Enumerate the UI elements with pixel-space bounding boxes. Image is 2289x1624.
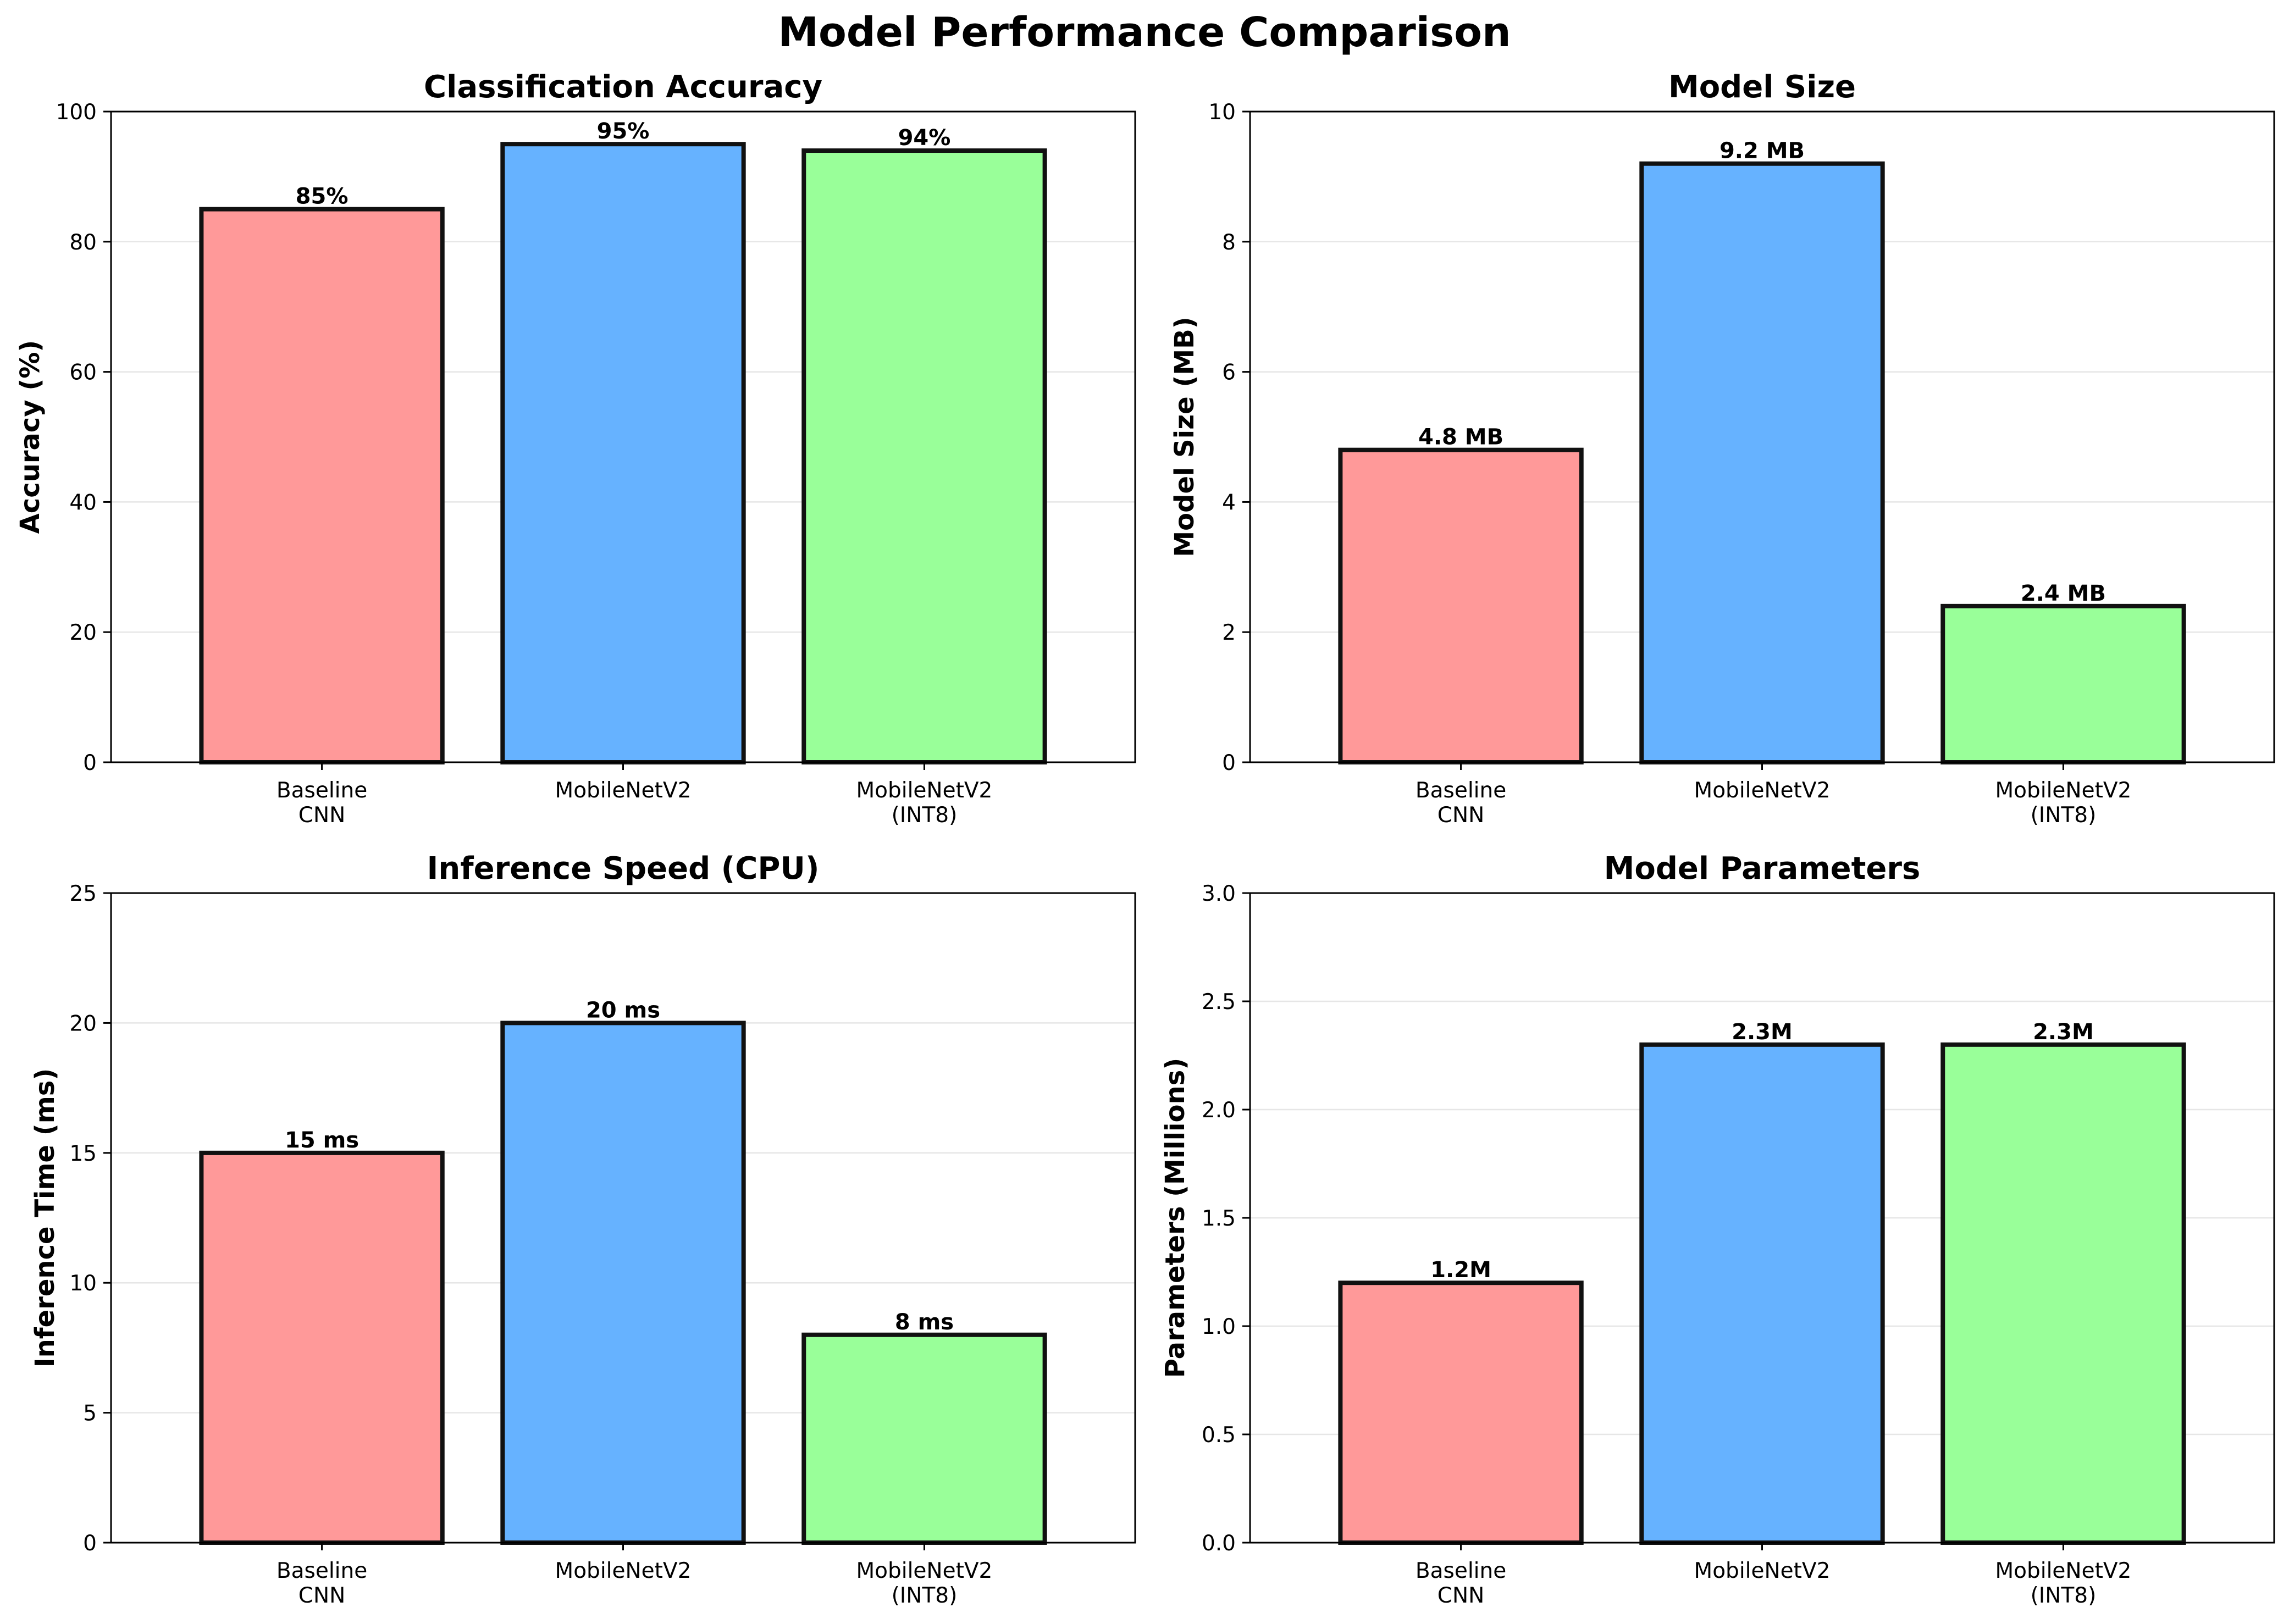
y-tick-label: 100 <box>56 100 97 125</box>
y-tick-label: 3.0 <box>1202 882 1236 906</box>
y-tick-label: 25 <box>69 882 97 906</box>
data-label: 2.3M <box>2033 1019 2094 1045</box>
y-tick-label: 80 <box>69 230 97 255</box>
y-tick-label: 40 <box>69 490 97 515</box>
y-axis-label: Model Size (MB) <box>1169 317 1200 557</box>
axes-frame <box>1249 110 2275 763</box>
bar <box>1940 1042 2186 1545</box>
y-tick-label: 1.0 <box>1202 1315 1236 1339</box>
x-tick-label: CNN <box>298 1583 346 1608</box>
data-label: 85% <box>296 184 349 209</box>
x-tick-label: MobileNetV2 <box>1694 1559 1831 1583</box>
data-label: 15 ms <box>285 1128 359 1153</box>
y-tick-label: 8 <box>1222 230 1236 255</box>
x-tick-label: Baseline <box>1416 778 1506 803</box>
data-label: 20 ms <box>586 997 660 1023</box>
y-tick-label: 0 <box>83 1531 97 1556</box>
axes-frame <box>110 892 1136 1544</box>
y-tick-label: 20 <box>69 1011 97 1036</box>
axes-frame <box>1249 892 2275 1544</box>
data-label: 9.2 MB <box>1719 138 1805 164</box>
bar <box>801 148 1047 764</box>
x-tick-label: (INT8) <box>2031 1583 2097 1608</box>
y-tick-label: 15 <box>69 1141 97 1166</box>
x-tick-label: Baseline <box>277 1559 367 1583</box>
y-axis-label: Accuracy (%) <box>15 340 46 534</box>
bar <box>1338 1281 1584 1545</box>
x-tick-label: CNN <box>298 803 346 828</box>
chart-title: Inference Speed (CPU) <box>427 851 820 886</box>
bar <box>1639 1042 1885 1545</box>
y-tick-label: 0 <box>83 751 97 775</box>
x-tick-label: MobileNetV2 <box>555 1559 692 1583</box>
x-tick-label: MobileNetV2 <box>856 778 992 803</box>
chart-title: Classification Accuracy <box>424 69 822 105</box>
x-tick-label: MobileNetV2 <box>1694 778 1831 803</box>
x-tick-label: CNN <box>1437 1583 1485 1608</box>
data-label: 4.8 MB <box>1418 425 1503 450</box>
y-tick-label: 0.0 <box>1202 1531 1236 1556</box>
x-tick-label: (INT8) <box>892 803 958 828</box>
x-tick-label: Baseline <box>277 778 367 803</box>
x-tick-label: MobileNetV2 <box>856 1559 992 1583</box>
chart-title: Model Size <box>1668 69 1856 105</box>
y-tick-label: 2.5 <box>1202 990 1236 1015</box>
data-label: 8 ms <box>895 1310 954 1335</box>
bar <box>500 142 746 765</box>
axes-frame <box>110 110 1136 763</box>
y-tick-label: 60 <box>69 361 97 385</box>
bar <box>801 1332 1047 1545</box>
x-tick-label: CNN <box>1437 803 1485 828</box>
chart-panels: 85%BaselineCNN95%MobileNetV294%MobileNet… <box>15 69 2275 1608</box>
y-tick-label: 10 <box>1208 100 1236 125</box>
y-tick-label: 2 <box>1222 620 1236 645</box>
data-label: 2.3M <box>1732 1019 1793 1045</box>
x-tick-label: Baseline <box>1416 1559 1506 1583</box>
y-tick-label: 2.0 <box>1202 1098 1236 1123</box>
y-tick-label: 4 <box>1222 490 1236 515</box>
y-tick-label: 20 <box>69 620 97 645</box>
bar <box>199 1150 445 1545</box>
bar <box>1338 447 1584 764</box>
y-axis-label: Inference Time (ms) <box>30 1068 60 1368</box>
y-tick-label: 5 <box>83 1401 97 1426</box>
y-tick-label: 1.5 <box>1202 1206 1236 1231</box>
x-tick-label: MobileNetV2 <box>1995 778 2131 803</box>
bar <box>199 207 445 765</box>
x-tick-label: MobileNetV2 <box>1995 1559 2131 1583</box>
y-tick-label: 0 <box>1222 751 1236 775</box>
bar <box>500 1021 746 1545</box>
y-tick-label: 10 <box>69 1271 97 1296</box>
y-tick-label: 0.5 <box>1202 1423 1236 1448</box>
data-label: 95% <box>597 119 650 144</box>
bar <box>1639 161 1885 765</box>
y-axis-label: Parameters (Millions) <box>1160 1058 1191 1378</box>
x-tick-label: MobileNetV2 <box>555 778 692 803</box>
chart-title: Model Parameters <box>1604 851 1921 886</box>
x-tick-label: (INT8) <box>2031 803 2097 828</box>
figure-title: Model Performance Comparison <box>778 9 1511 56</box>
data-label: 1.2M <box>1430 1257 1491 1283</box>
data-label: 2.4 MB <box>2021 581 2106 606</box>
y-tick-label: 6 <box>1222 361 1236 385</box>
x-tick-label: (INT8) <box>892 1583 958 1608</box>
bar <box>1940 603 2186 764</box>
data-label: 94% <box>898 125 951 151</box>
